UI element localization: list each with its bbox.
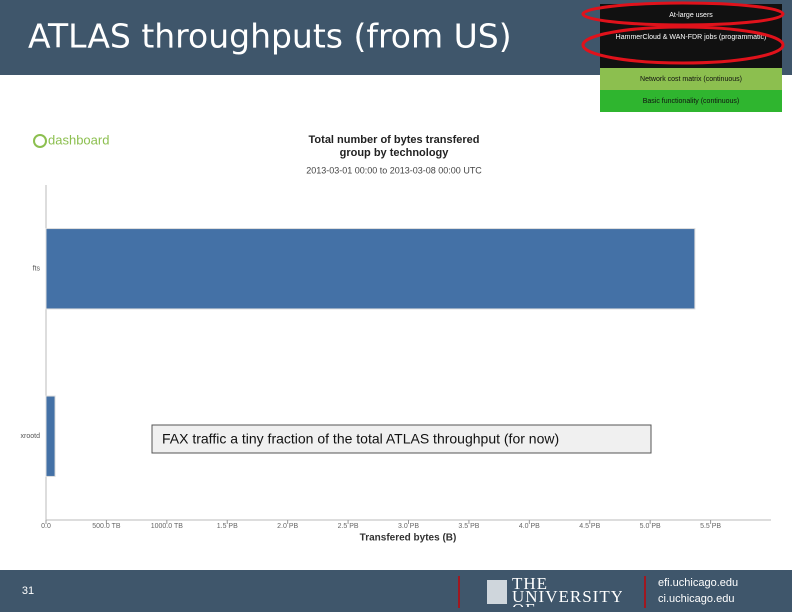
- chart-subtitle: 2013-03-01 00:00 to 2013-03-08 00:00 UTC: [306, 165, 482, 175]
- x-tick-label: 5.0 PB: [640, 523, 661, 530]
- chart-title: group by technology: [340, 147, 450, 159]
- chart-title: Total number of bytes transfered: [309, 134, 480, 146]
- x-tick-label: 2.0 PB: [277, 523, 298, 530]
- logo-mark: [33, 134, 47, 148]
- layer-wrap: HammerCloud & WAN-FDR jobs (programmatic…: [615, 34, 767, 41]
- annotation: FAX traffic a tiny fraction of the total…: [162, 431, 559, 447]
- plot: 0.0 500.0 TB 1000.0 TB 1.5 PB 2.0 PB 2.5 PB 3.…: [21, 185, 771, 530]
- layer-box: [600, 90, 782, 112]
- x-tick-label: 1.5 PB: [217, 523, 238, 530]
- layer-label: HammerCloud & WAN-FDR jobs (programmatic…: [615, 34, 767, 41]
- x-tick-label: 3.0 PB: [398, 523, 419, 530]
- layer-box: [600, 4, 782, 26]
- university-wrap: THE UNIVERSITY OF CHICAGO: [512, 577, 622, 607]
- university: THE UNIVERSITY OF CHICAGO: [512, 577, 622, 607]
- highlight: [581, 1, 785, 27]
- x-tick-label: 0.0: [41, 523, 51, 530]
- x-tick-label: 5.5 PB: [700, 523, 721, 530]
- x-tick-label: 4.0 PB: [519, 523, 540, 530]
- x-tick-label: 3.5 PB: [458, 523, 479, 530]
- layer-label: Basic functionality (continuous): [643, 98, 740, 105]
- y-tick-label: xrootd: [21, 433, 41, 440]
- y-tick-label: fts: [33, 266, 41, 273]
- bar: [45, 395, 56, 477]
- logo: dashboard: [48, 132, 109, 147]
- bar: [45, 228, 696, 310]
- x-tick-label: 1000.0 TB: [151, 523, 184, 530]
- x-tick-label: 4.5 PB: [579, 523, 600, 530]
- x-axis-label: Transfered bytes (B): [360, 533, 457, 544]
- layer-box: [600, 68, 782, 90]
- annotation-box: [151, 424, 652, 454]
- slide-title: ATLAS throughputs (from US): [28, 17, 512, 56]
- crest: [487, 580, 507, 604]
- footer-band: [0, 570, 792, 612]
- x-tick-label: 500.0 TB: [92, 523, 121, 530]
- page-number: 31: [22, 585, 34, 597]
- layer-label: Network cost matrix (continuous): [640, 76, 742, 83]
- x-tick-label: 2.5 PB: [338, 523, 359, 530]
- link: efi.uchicago.edu: [658, 577, 738, 589]
- highlight: [581, 25, 785, 65]
- link: ci.uchicago.edu: [658, 593, 734, 605]
- layer-label: At-large users: [669, 12, 713, 19]
